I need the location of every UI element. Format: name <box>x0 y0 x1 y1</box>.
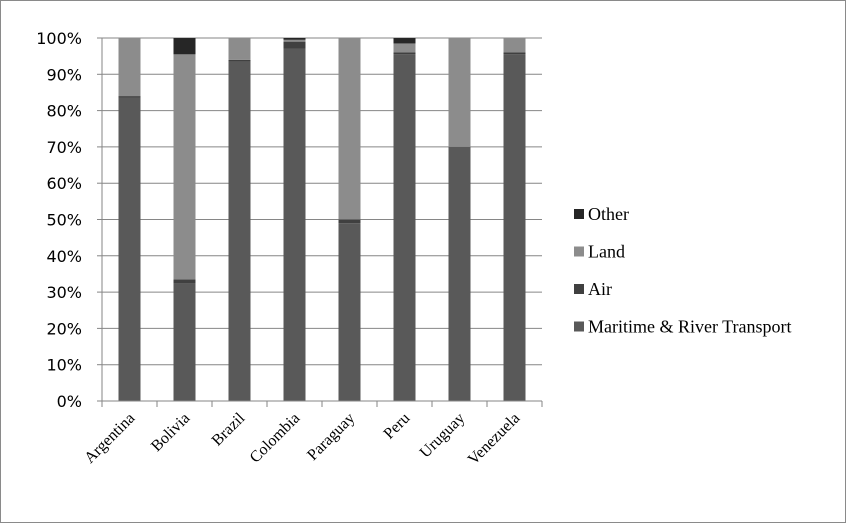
legend-label-other: Other <box>588 204 629 224</box>
bar-segment-maritime-and-river-transport-brazil <box>228 61 251 401</box>
bar-segment-maritime-and-river-transport-uruguay <box>448 146 471 401</box>
legend-swatch-other <box>574 209 584 219</box>
legend-label-maritime-and-river-transport: Maritime & River Transport <box>588 317 792 337</box>
x-category-label: Uruguay <box>417 410 469 462</box>
y-tick-label: 40% <box>46 247 82 266</box>
y-tick-label: 30% <box>46 283 82 302</box>
y-tick-label: 80% <box>46 102 82 121</box>
y-tick-label: 10% <box>46 356 82 375</box>
bar-segment-air-venezuela <box>503 52 526 55</box>
x-category-label: Venezuela <box>465 410 524 469</box>
bar-segment-maritime-and-river-transport-paraguay <box>338 223 361 401</box>
x-category-label: Colombia <box>247 410 304 467</box>
legend-label-land: Land <box>588 242 625 262</box>
bar-segment-land-venezuela <box>503 38 526 53</box>
legend-swatch-land <box>574 246 584 257</box>
y-tick-label: 50% <box>46 211 82 230</box>
legend-swatch-air <box>574 284 584 294</box>
bar-segment-air-argentina <box>118 96 141 98</box>
x-category-label: Bolivia <box>148 410 193 455</box>
y-tick-label: 60% <box>46 174 82 193</box>
legend-swatch-maritime-and-river-transport <box>574 321 584 332</box>
bar-segment-other-peru <box>393 38 416 44</box>
bar-segment-air-peru <box>393 52 416 55</box>
bar-segment-other-colombia <box>283 38 306 40</box>
x-category-label: Argentina <box>81 410 138 467</box>
bar-segment-maritime-and-river-transport-colombia <box>283 48 306 401</box>
bar-segment-air-paraguay <box>338 219 361 224</box>
bar-segment-land-brazil <box>228 38 251 60</box>
bar-segment-land-bolivia <box>173 54 196 280</box>
bar-segment-land-colombia <box>283 39 306 42</box>
bar-segment-other-bolivia <box>173 38 196 55</box>
legend-label-air: Air <box>588 279 612 299</box>
grid-lines <box>102 37 542 366</box>
bar-segment-maritime-and-river-transport-peru <box>393 54 416 402</box>
bar-segment-land-paraguay <box>338 38 361 220</box>
bar-segment-maritime-and-river-transport-argentina <box>118 97 141 402</box>
bar-segment-maritime-and-river-transport-bolivia <box>173 283 196 401</box>
bar-segment-land-peru <box>393 43 416 53</box>
legend: Other Land Air Maritime & River Transport <box>574 204 792 337</box>
y-tick-label: 90% <box>46 65 82 84</box>
x-category-label: Peru <box>381 410 414 443</box>
bar-segment-land-argentina <box>118 38 141 97</box>
y-tick-label: 0% <box>57 392 82 411</box>
x-category-label: Paraguay <box>304 410 358 464</box>
y-tick-label: 70% <box>46 138 82 157</box>
y-tick-label: 20% <box>46 319 82 338</box>
x-category-label: Brazil <box>209 409 249 449</box>
bar-segment-air-colombia <box>283 41 306 49</box>
bar-segment-air-bolivia <box>173 279 196 284</box>
bars <box>118 38 526 402</box>
bar-segment-land-uruguay <box>448 38 471 147</box>
y-tick-label: 100% <box>36 29 82 48</box>
bar-segment-air-brazil <box>228 59 251 62</box>
bar-segment-maritime-and-river-transport-venezuela <box>503 54 526 402</box>
